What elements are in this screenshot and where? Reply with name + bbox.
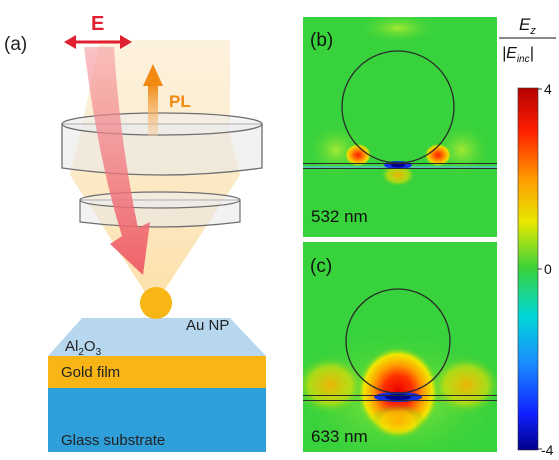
colorbar-title-main: E <box>519 15 531 34</box>
colorbar-tick-min: -4 <box>541 442 554 458</box>
sample-stack <box>48 318 266 452</box>
colorbar-tick-mid: 0 <box>544 261 552 277</box>
nanoparticle-label: Au NP <box>186 317 229 334</box>
pl-label: PL <box>169 92 191 111</box>
colorbar: Ez |Einc| 4 0 -4 <box>499 15 556 458</box>
colorbar-title-sub: z <box>529 25 536 37</box>
panel-b-field-map: (b) 532 nm <box>303 17 497 237</box>
polarization-arrow-icon <box>64 35 132 49</box>
gold-nanoparticle <box>140 287 172 319</box>
glass-substrate-label: Glass substrate <box>61 432 165 449</box>
nanoparticle-outline-c <box>345 288 451 394</box>
oxide-label: Al2O3 <box>65 338 102 358</box>
excitation-beam-arrow <box>84 47 150 275</box>
glass-substrate-layer <box>48 388 266 452</box>
gold-film-layer <box>48 356 266 388</box>
oxide-label-sub1: 2 <box>78 347 84 358</box>
colorbar-denom-sub: inc <box>517 54 530 65</box>
pl-emission-arrow-icon <box>143 64 163 136</box>
panel-a-schematic: (a) E PL <box>4 13 266 452</box>
efield-label: E <box>91 13 104 35</box>
svg-text:Ez: Ez <box>519 15 536 37</box>
colorbar-gradient <box>517 87 539 451</box>
panel-a-label: (a) <box>4 34 27 55</box>
panel-c-wavelength: 633 nm <box>311 427 368 446</box>
colorbar-title: Ez |Einc| <box>499 15 556 65</box>
oxide-label-o: O <box>84 338 96 355</box>
panel-c-label: (c) <box>310 256 332 277</box>
panel-b-wavelength: 532 nm <box>311 207 368 226</box>
objective-lens <box>61 112 263 228</box>
gold-film-label: Gold film <box>61 364 120 381</box>
svg-text:|Einc|: |Einc| <box>502 45 534 65</box>
colorbar-denom-main: E <box>506 45 517 62</box>
oxide-label-sub2: 3 <box>96 347 102 358</box>
svg-text:Al2O3: Al2O3 <box>65 338 102 358</box>
oxide-label-al: Al <box>65 338 78 355</box>
colorbar-tick-max: 4 <box>544 81 552 97</box>
panel-c-field-map: (c) 633 nm <box>303 242 497 452</box>
panel-b-label: (b) <box>310 30 333 51</box>
oxide-layer <box>48 318 266 356</box>
